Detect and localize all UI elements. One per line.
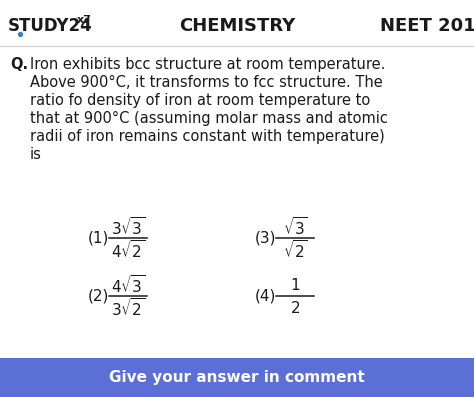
Text: $3\sqrt{2}$: $3\sqrt{2}$	[111, 297, 146, 319]
Text: $4\sqrt{2}$: $4\sqrt{2}$	[111, 239, 146, 261]
Text: that at 900°C (assuming molar mass and atomic: that at 900°C (assuming molar mass and a…	[30, 111, 388, 126]
Text: (3): (3)	[255, 231, 276, 245]
Text: radii of iron remains constant with temperature): radii of iron remains constant with temp…	[30, 129, 385, 144]
Text: x7: x7	[77, 15, 92, 25]
Text: NEET 2018: NEET 2018	[380, 17, 474, 35]
Text: $\sqrt{2}$: $\sqrt{2}$	[283, 239, 308, 261]
Text: is: is	[30, 147, 42, 162]
Text: $1$: $1$	[290, 277, 300, 293]
FancyBboxPatch shape	[0, 358, 474, 397]
Text: $4\sqrt{3}$: $4\sqrt{3}$	[111, 274, 146, 296]
Text: STUDY24: STUDY24	[8, 17, 93, 35]
Text: $2$: $2$	[290, 300, 300, 316]
Text: $3\sqrt{3}$: $3\sqrt{3}$	[111, 216, 146, 238]
Text: (4): (4)	[255, 289, 276, 303]
Text: Iron exhibits bcc structure at room temperature.: Iron exhibits bcc structure at room temp…	[30, 57, 385, 72]
Text: Q.: Q.	[10, 57, 28, 72]
Text: $\sqrt{3}$: $\sqrt{3}$	[283, 216, 308, 238]
Text: CHEMISTRY: CHEMISTRY	[179, 17, 295, 35]
Text: Give your answer in comment: Give your answer in comment	[109, 370, 365, 385]
Text: (1): (1)	[88, 231, 109, 245]
Text: (2): (2)	[88, 289, 109, 303]
Text: Above 900°C, it transforms to fcc structure. The: Above 900°C, it transforms to fcc struct…	[30, 75, 383, 90]
Text: ratio fo density of iron at room temperature to: ratio fo density of iron at room tempera…	[30, 93, 370, 108]
